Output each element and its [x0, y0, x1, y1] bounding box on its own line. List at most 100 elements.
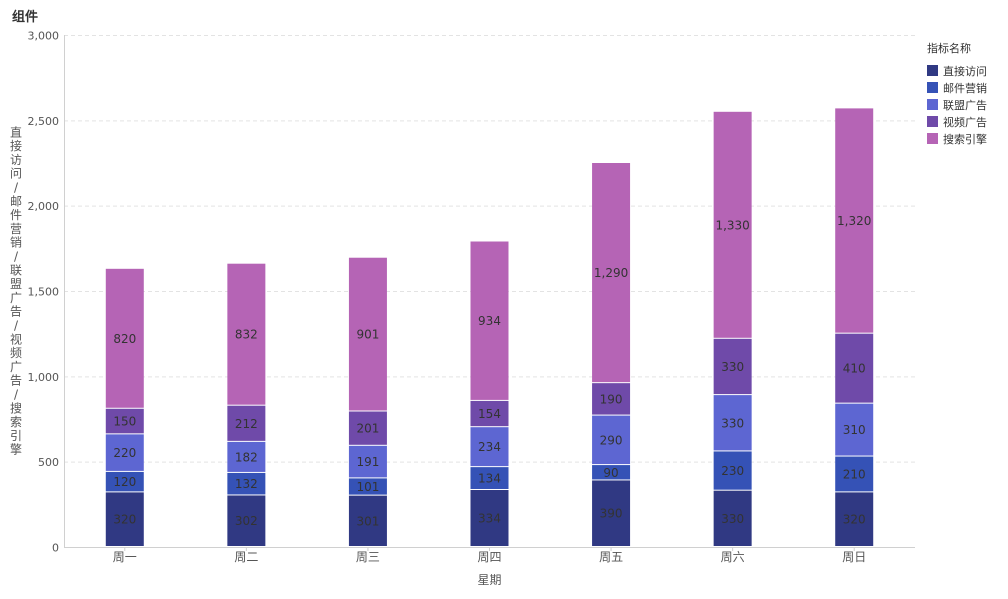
data-label: 191 — [356, 455, 379, 469]
legend-label: 邮件营销 — [943, 81, 987, 95]
legend-title: 指标名称 — [927, 42, 971, 55]
bar-segment — [105, 408, 144, 434]
data-label: 120 — [113, 475, 136, 489]
x-tick-label: 周三 — [356, 550, 380, 564]
stacked-bar-chart: 0 500 1,000 1,500 2,000 2,500 3,000 320 120 220 15… — [10, 30, 915, 587]
y-tick-label: 2,500 — [28, 115, 60, 128]
bar-segment — [592, 480, 631, 546]
bar-segment — [713, 490, 752, 546]
data-label: 320 — [113, 513, 136, 527]
bar-segment — [105, 434, 144, 471]
bar-segment — [835, 333, 874, 403]
x-tick-label: 周日 — [842, 550, 866, 564]
data-label: 390 — [600, 507, 623, 521]
data-label: 234 — [478, 440, 501, 454]
legend-label: 直接访问 — [943, 64, 987, 78]
legend-swatch — [927, 133, 938, 144]
bar-segment — [105, 268, 144, 408]
x-axis-title: 星期 — [477, 573, 501, 587]
bar-segment — [227, 441, 266, 472]
bar-segment — [227, 405, 266, 441]
data-label: 101 — [356, 480, 379, 494]
legend-swatch — [927, 116, 938, 127]
data-label: 150 — [113, 415, 136, 429]
data-label: 134 — [478, 472, 501, 486]
bar-segment — [470, 467, 509, 489]
data-label: 212 — [235, 417, 258, 431]
bar-segment — [835, 456, 874, 492]
data-label: 301 — [356, 514, 379, 528]
legend-swatch — [927, 99, 938, 110]
bar-segment — [348, 478, 387, 495]
y-tick-label: 0 — [52, 542, 59, 555]
bar-segment — [592, 415, 631, 465]
y-tick-label: 1,500 — [28, 286, 60, 299]
data-label: 1,290 — [594, 266, 628, 280]
legend-label: 联盟广告 — [943, 98, 987, 112]
bar-segment — [470, 241, 509, 400]
data-label: 1,330 — [715, 218, 749, 232]
data-label: 320 — [843, 513, 866, 527]
bar-segment — [470, 427, 509, 467]
data-label: 230 — [721, 464, 744, 478]
data-label: 330 — [721, 512, 744, 526]
bar-segment — [348, 257, 387, 411]
x-tick-label: 周四 — [477, 550, 501, 564]
data-label: 410 — [843, 362, 866, 376]
x-tick-label: 周六 — [721, 550, 745, 564]
bar-segment — [348, 445, 387, 478]
data-label: 201 — [356, 422, 379, 436]
data-label: 210 — [843, 467, 866, 481]
data-label: 90 — [603, 466, 618, 480]
data-label: 901 — [356, 328, 379, 342]
data-label: 934 — [478, 314, 501, 328]
bar-segment — [227, 472, 266, 495]
bar-segment — [470, 400, 509, 427]
y-tick-label: 3,000 — [28, 30, 60, 43]
legend-item[interactable]: 视频广告 — [927, 113, 987, 130]
data-label: 290 — [600, 433, 623, 447]
data-label: 132 — [235, 477, 258, 491]
bar-segment — [592, 383, 631, 415]
bar-segment — [227, 495, 266, 546]
legend-item[interactable]: 直接访问 — [927, 62, 987, 79]
bar-segment — [470, 489, 509, 546]
data-label: 220 — [113, 446, 136, 460]
bar-segment — [713, 111, 752, 338]
data-label: 302 — [235, 514, 258, 528]
data-label: 154 — [478, 407, 501, 421]
chart-title: 组件 — [12, 10, 39, 25]
data-label: 820 — [113, 332, 136, 346]
bar-segment — [835, 403, 874, 456]
data-label: 1,320 — [837, 214, 871, 228]
y-axis-title: 直接访问/邮件营销/联盟广告/视频广告/搜索引擎 — [10, 125, 22, 456]
bar-segment — [105, 471, 144, 492]
bar-segment — [592, 163, 631, 383]
y-tick-label: 1,000 — [28, 371, 60, 384]
bar-segment — [835, 108, 874, 333]
bar-segment — [227, 263, 266, 405]
data-label: 190 — [600, 392, 623, 406]
bar-segment — [348, 411, 387, 445]
legend-label: 视频广告 — [943, 115, 987, 129]
x-tick-label: 周二 — [234, 550, 258, 564]
y-tick-label: 2,000 — [28, 200, 60, 213]
data-label: 330 — [721, 416, 744, 430]
legend-item[interactable]: 邮件营销 — [927, 79, 987, 96]
bar-segment — [105, 492, 144, 546]
bar-segment — [348, 495, 387, 546]
legend-swatch — [927, 82, 938, 93]
data-label: 182 — [235, 450, 258, 464]
bar-segment — [835, 492, 874, 546]
bar-segment — [592, 465, 631, 480]
legend: 指标名称 直接访问邮件营销联盟广告视频广告 搜索引擎 — [927, 40, 987, 147]
bar-segment — [713, 395, 752, 451]
data-label: 832 — [235, 328, 258, 342]
legend-item[interactable]: 搜索引擎 — [927, 130, 987, 147]
data-label: 334 — [478, 511, 501, 525]
data-label: 330 — [721, 360, 744, 374]
data-label: 310 — [843, 423, 866, 437]
legend-item[interactable]: 联盟广告 — [927, 96, 987, 113]
y-tick-label: 500 — [38, 456, 59, 469]
legend-swatch — [927, 65, 938, 76]
